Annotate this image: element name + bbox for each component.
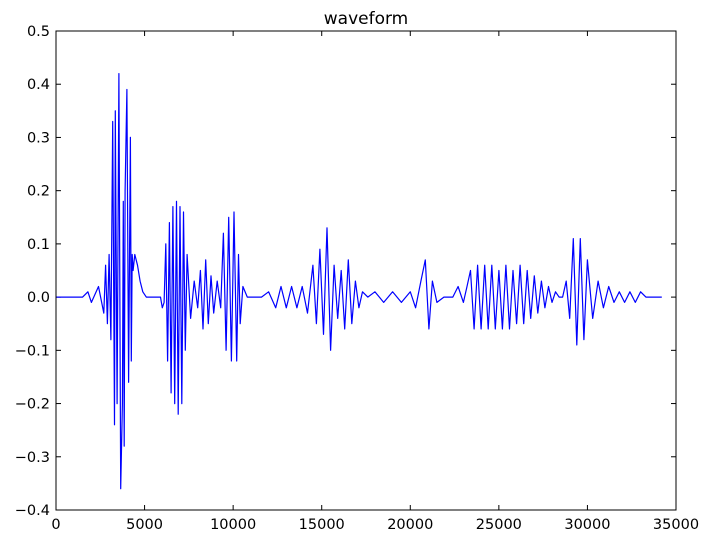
plot-frame	[55, 30, 677, 511]
y-tick-label: 0.1	[27, 237, 50, 253]
x-tick-label: 10000	[210, 517, 256, 533]
x-tick-label: 0	[51, 517, 60, 533]
x-tick-label: 35000	[653, 517, 699, 533]
y-tick-label: 0.5	[27, 24, 50, 40]
y-tick-label: 0.3	[27, 130, 50, 146]
y-tick-label: −0.3	[15, 450, 50, 466]
y-axis: −0.4 −0.3 −0.2 −0.1 0.0 0.1 0.2 0.3 0.4 0.5	[15, 24, 676, 519]
y-tick-label: 0.0	[27, 290, 50, 306]
x-tick-label: 5000	[126, 517, 163, 533]
chart-title: waveform	[324, 9, 408, 29]
y-tick-label: 0.4	[27, 77, 50, 93]
waveform-series-line	[56, 72, 662, 490]
x-tick-label: 20000	[387, 517, 433, 533]
y-tick-label: −0.1	[15, 343, 50, 359]
x-axis: 0 5000 10000 15000 20000 25000 30000 35000	[51, 31, 699, 533]
x-tick-label: 25000	[476, 517, 522, 533]
x-tick-label: 30000	[564, 517, 610, 533]
y-tick-label: −0.4	[15, 503, 50, 519]
y-tick-label: −0.2	[15, 397, 50, 413]
y-tick-label: 0.2	[27, 184, 50, 200]
x-tick-label: 15000	[299, 517, 345, 533]
